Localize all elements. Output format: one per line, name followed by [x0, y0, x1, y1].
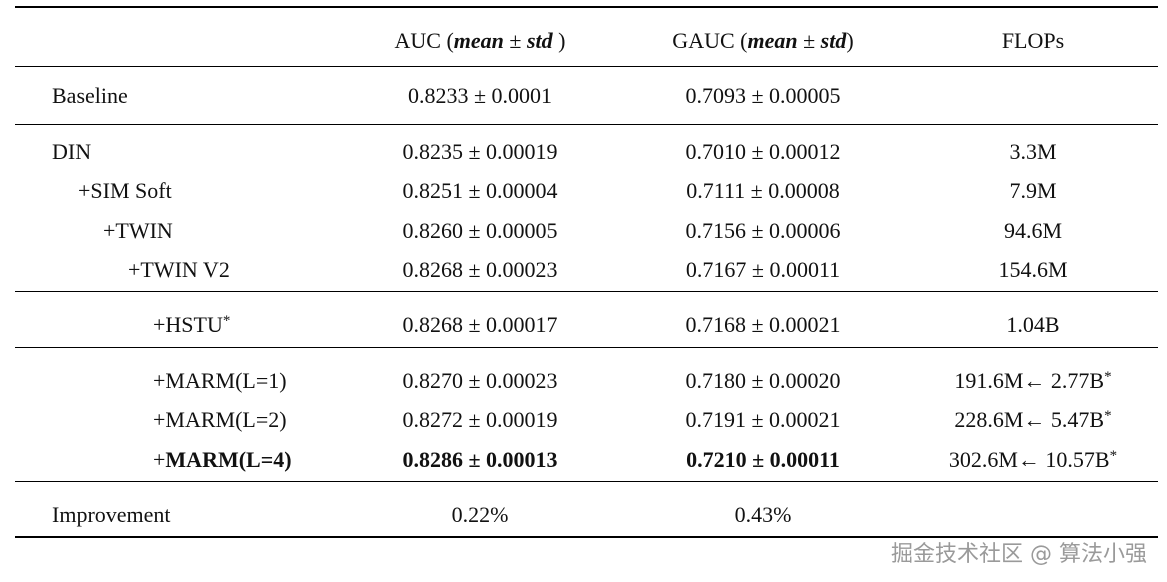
header-gauc-pm: ± — [797, 28, 821, 53]
flops-marm-l4-asterisk: * — [1109, 448, 1118, 464]
baseline-rule — [15, 124, 1158, 125]
auc-twin-v2: 0.8268 ± 0.00023 — [402, 257, 558, 282]
watermark: 掘金技术社区 @ 算法小强 — [891, 542, 1147, 567]
flops-hstu: 1.04B — [1006, 312, 1060, 337]
header-gauc: GAUC (mean ± std) — [672, 28, 853, 54]
flops-marm-l1-asterisk: * — [1104, 369, 1112, 385]
flops-marm-l1: 191.6M← 2.77B* — [954, 368, 1111, 394]
method-hstu: +HSTU* — [153, 312, 230, 338]
method-marm-l2: +MARM(L=2) — [153, 407, 287, 432]
method-improvement: Improvement — [52, 502, 171, 527]
method-marm-l4: +MARM(L=4) — [153, 447, 292, 473]
method-twin: +TWIN — [103, 218, 173, 243]
flops-sim-soft: 7.9M — [1009, 178, 1057, 203]
gauc-twin: 0.7156 ± 0.00006 — [685, 218, 841, 243]
gauc-marm-l4: 0.7210 ± 0.00011 — [686, 447, 840, 472]
method-marm-l1: +MARM(L=1) — [153, 368, 287, 393]
auc-twin: 0.8260 ± 0.00005 — [402, 218, 558, 243]
auc-hstu: 0.8268 ± 0.00017 — [402, 312, 558, 337]
header-gauc-prefix: GAUC ( — [672, 28, 748, 53]
gauc-improvement: 0.43% — [734, 502, 792, 527]
header-gauc-suffix: ) — [846, 28, 854, 53]
auc-marm-l4: 0.8286 ± 0.00013 — [402, 447, 558, 472]
header-rule — [15, 66, 1158, 67]
header-auc-suffix: ) — [552, 28, 566, 53]
method-hstu-asterisk: * — [222, 313, 231, 329]
auc-marm-l1: 0.8270 ± 0.00023 — [402, 368, 558, 393]
marm-group-rule — [15, 481, 1158, 482]
method-din: DIN — [52, 139, 92, 164]
gauc-din: 0.7010 ± 0.00012 — [685, 139, 841, 164]
flops-marm-l1-value: 191.6M← 2.77B — [954, 368, 1105, 393]
top-rule — [15, 6, 1158, 8]
auc-din: 0.8235 ± 0.00019 — [402, 139, 558, 164]
method-twin-v2: +TWIN V2 — [128, 257, 230, 282]
auc-improvement: 0.22% — [451, 502, 509, 527]
flops-marm-l4: 302.6M← 10.57B* — [949, 447, 1117, 473]
header-auc-std: std — [526, 28, 553, 53]
header-gauc-mean: mean — [747, 28, 798, 53]
flops-marm-l2: 228.6M← 5.47B* — [954, 407, 1111, 433]
method-marm-l4-plus: + — [153, 447, 166, 472]
din-group-rule — [15, 291, 1158, 292]
method-baseline: Baseline — [52, 83, 128, 108]
gauc-marm-l1: 0.7180 ± 0.00020 — [685, 368, 841, 393]
gauc-sim-soft: 0.7111 ± 0.00008 — [686, 178, 840, 203]
method-marm-l4-label: MARM(L=4) — [165, 447, 292, 472]
auc-marm-l2: 0.8272 ± 0.00019 — [402, 407, 558, 432]
auc-baseline: 0.8233 ± 0.0001 — [407, 83, 553, 108]
gauc-marm-l2: 0.7191 ± 0.00021 — [685, 407, 841, 432]
auc-sim-soft: 0.8251 ± 0.00004 — [402, 178, 558, 203]
header-auc-mean: mean — [453, 28, 504, 53]
header-gauc-std: std — [820, 28, 847, 53]
flops-twin-v2: 154.6M — [998, 257, 1068, 282]
gauc-twin-v2: 0.7167 ± 0.00011 — [685, 257, 841, 282]
gauc-baseline: 0.7093 ± 0.00005 — [685, 83, 841, 108]
bottom-rule — [15, 536, 1158, 538]
gauc-hstu: 0.7168 ± 0.00021 — [685, 312, 841, 337]
flops-din: 3.3M — [1009, 139, 1057, 164]
flops-marm-l4-value: 302.6M← 10.57B — [948, 447, 1110, 472]
header-auc-prefix: AUC ( — [394, 28, 454, 53]
flops-twin: 94.6M — [1003, 218, 1063, 243]
header-flops: FLOPs — [1001, 28, 1065, 53]
method-sim-soft: +SIM Soft — [78, 178, 172, 203]
flops-marm-l2-asterisk: * — [1104, 408, 1112, 424]
flops-marm-l2-value: 228.6M← 5.47B — [954, 407, 1105, 432]
hstu-rule — [15, 347, 1158, 348]
method-hstu-label: +HSTU — [153, 312, 223, 337]
header-auc: AUC (mean ± std ) — [395, 28, 566, 54]
header-auc-pm: ± — [503, 28, 527, 53]
